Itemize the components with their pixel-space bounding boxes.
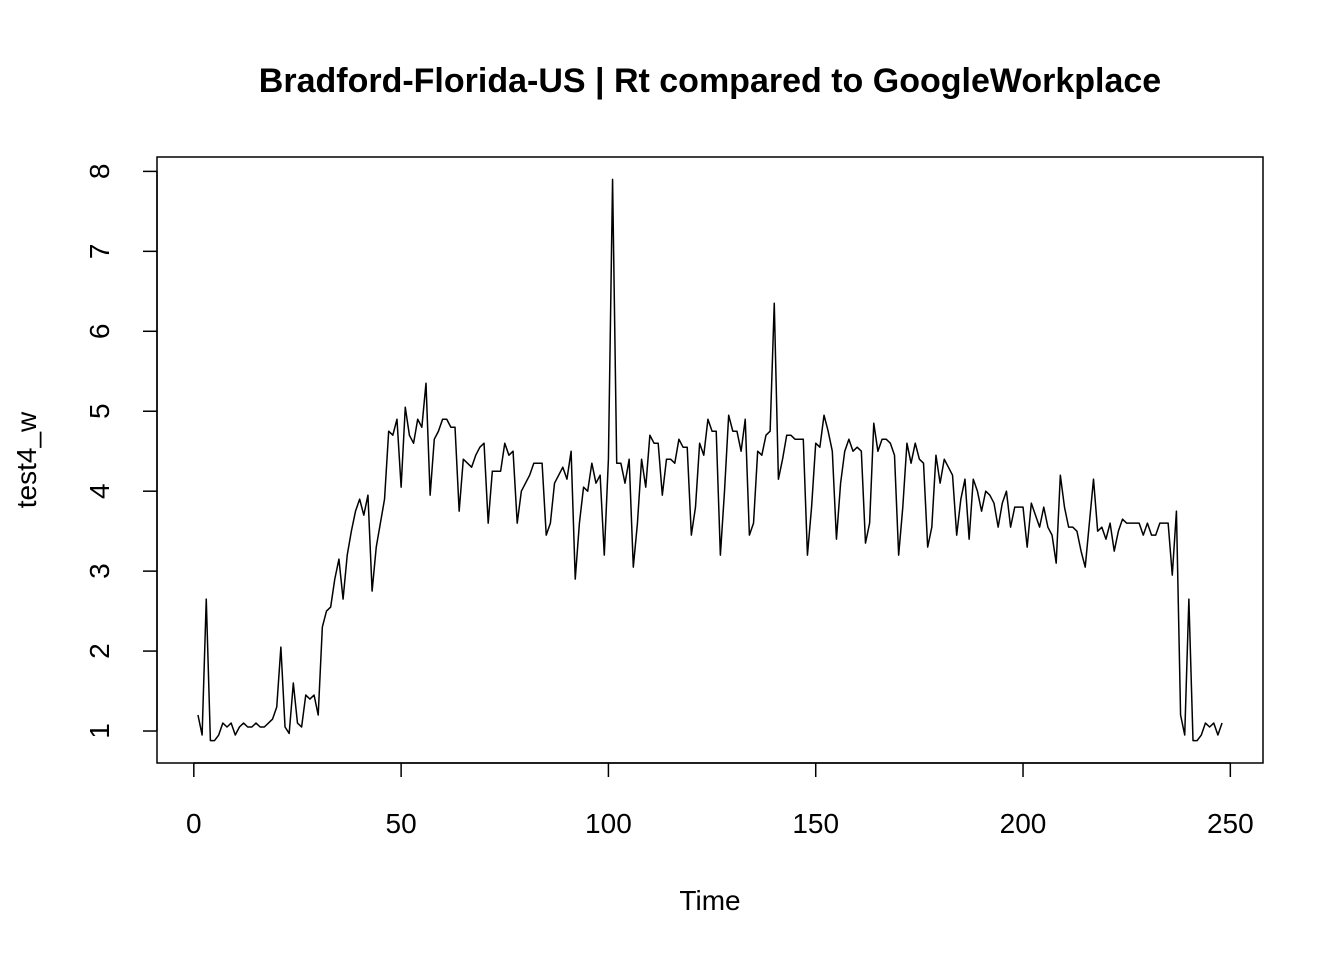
y-tick-label: 4 xyxy=(84,483,115,499)
y-tick-label: 6 xyxy=(84,323,115,339)
y-tick-label: 2 xyxy=(84,643,115,659)
series-line xyxy=(197,178,1223,742)
plot-frame xyxy=(156,156,1264,764)
chart-title: Bradford-Florida-US | Rt compared to Goo… xyxy=(259,62,1161,100)
y-tick-label: 7 xyxy=(84,244,115,260)
x-tick-label: 0 xyxy=(186,808,202,839)
y-axis-label: test4_w xyxy=(11,411,42,508)
x-tick-label: 150 xyxy=(792,808,839,839)
x-tick-label: 200 xyxy=(1000,808,1047,839)
x-tick-label: 250 xyxy=(1207,808,1254,839)
x-axis-label: Time xyxy=(679,885,740,916)
y-tick-label: 5 xyxy=(84,403,115,419)
y-tick-label: 1 xyxy=(84,723,115,739)
y-tick-label: 3 xyxy=(84,563,115,579)
y-tick-label: 8 xyxy=(84,164,115,180)
x-tick-label: 100 xyxy=(585,808,632,839)
x-tick-label: 50 xyxy=(386,808,417,839)
